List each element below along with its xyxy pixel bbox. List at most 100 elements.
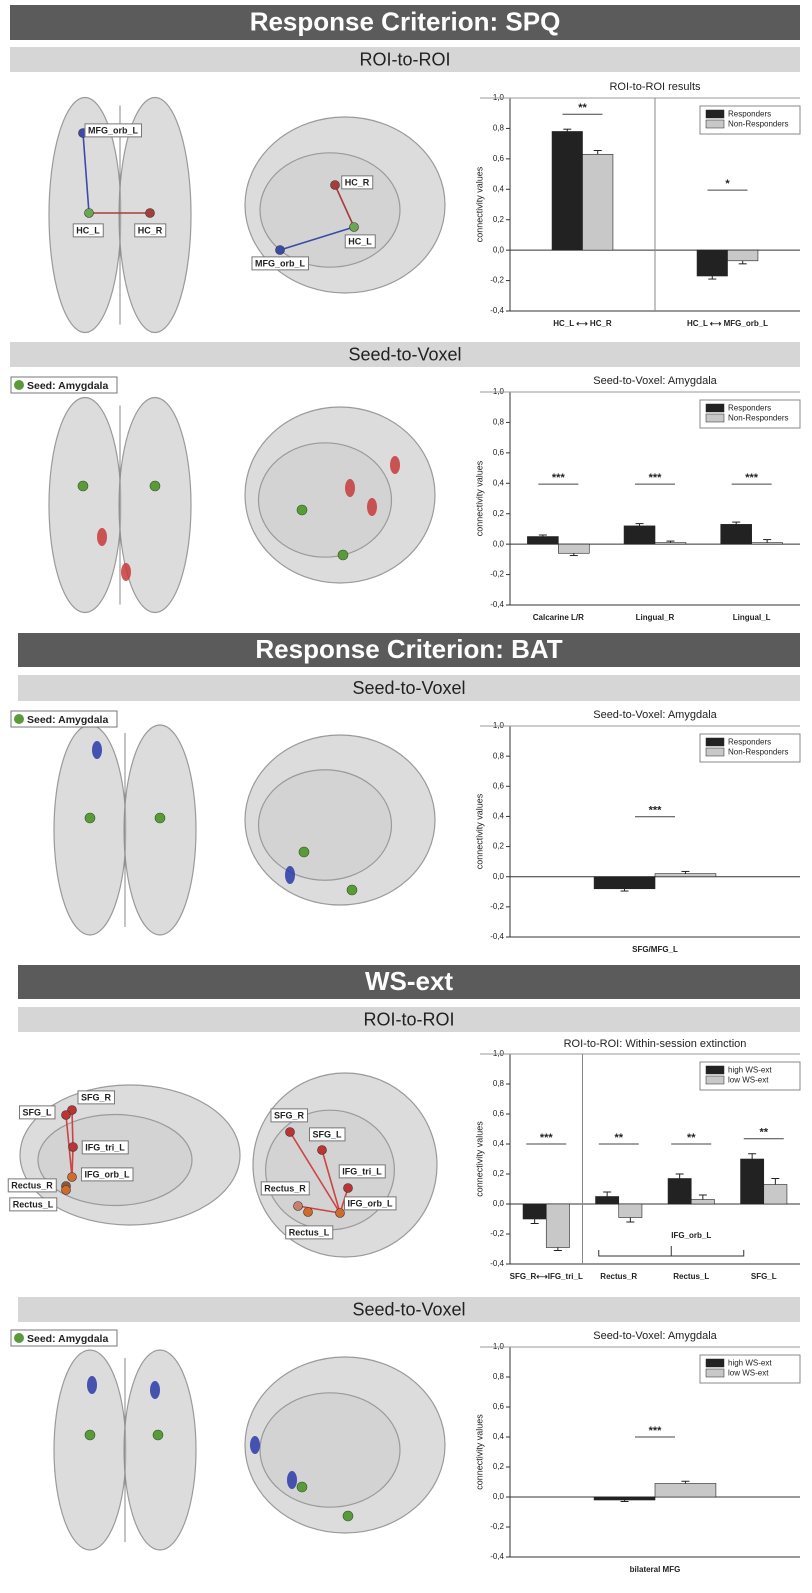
- significance-label: *: [725, 178, 730, 190]
- roi-label: IFG_tri_L: [85, 1142, 125, 1152]
- y-tick-label: 0,6: [493, 1402, 505, 1411]
- brain-outline: [38, 1115, 192, 1206]
- seed-node: [85, 1430, 95, 1440]
- seed-node: [297, 1482, 307, 1492]
- x-tick-label: SFG_R⟷IFG_tri_L: [510, 1272, 583, 1281]
- x-tick-label: Rectus_R: [600, 1272, 637, 1281]
- roi-label: IFG_orb_L: [347, 1198, 393, 1208]
- figure: Response Criterion: SPQ ROI-to-ROI Seed-to…: [0, 0, 812, 1593]
- roi-node: [304, 1208, 313, 1217]
- seed-node: [150, 481, 160, 491]
- cluster: [390, 456, 400, 474]
- chart-title: Seed-to-Voxel: Amygdala: [593, 1330, 717, 1342]
- legend-label: Non-Responders: [728, 748, 788, 757]
- bar: [655, 874, 716, 877]
- roi-node: [286, 1128, 295, 1137]
- bar: [764, 1185, 787, 1205]
- legend-label: Responders: [728, 110, 771, 119]
- bar: [721, 524, 752, 544]
- bar: [668, 1179, 691, 1205]
- bar: [697, 250, 727, 276]
- roi-node: [318, 1146, 327, 1155]
- seed-node: [155, 813, 165, 823]
- roi-node: [62, 1186, 71, 1195]
- brain-outline: [124, 725, 196, 935]
- y-tick-label: 0,6: [493, 154, 505, 163]
- y-tick-label: 0,0: [493, 245, 505, 254]
- y-axis-label: connectivity values: [474, 166, 484, 242]
- roi-node: [69, 1143, 78, 1152]
- cluster: [92, 741, 102, 759]
- bar: [594, 1497, 655, 1500]
- significance-label: **: [578, 102, 587, 114]
- y-tick-label: -0,4: [490, 1259, 504, 1268]
- y-tick-label: 0,6: [493, 1109, 505, 1118]
- y-tick-label: -0,2: [490, 276, 504, 285]
- section-title: Response Criterion: SPQ: [250, 6, 561, 36]
- y-tick-label: 0,0: [493, 1199, 505, 1208]
- bar: [752, 543, 783, 545]
- y-tick-label: 0,6: [493, 781, 505, 790]
- y-tick-label: 0,0: [493, 872, 505, 881]
- legend-swatch: [706, 110, 724, 118]
- bar: [558, 544, 589, 553]
- y-tick-label: 0,8: [493, 751, 505, 760]
- y-tick-label: 0,4: [493, 478, 505, 487]
- chart-title: ROI-to-ROI results: [609, 81, 701, 93]
- seed-node: [85, 813, 95, 823]
- y-tick-label: -0,4: [490, 600, 504, 609]
- subsection-title: Seed-to-Voxel: [352, 1299, 465, 1319]
- roi-label: HC_R: [345, 177, 370, 187]
- roi-node: [331, 181, 340, 190]
- cluster: [287, 1471, 297, 1489]
- bar: [728, 250, 758, 261]
- legend-swatch: [706, 404, 724, 412]
- x-tick-label: Lingual_L: [733, 613, 771, 622]
- legend-label: low WS-ext: [728, 1369, 769, 1378]
- y-tick-label: 0,2: [493, 215, 505, 224]
- connection: [72, 1110, 73, 1147]
- bar: [619, 1204, 642, 1218]
- y-tick-label: -0,4: [490, 932, 504, 941]
- roi-node: [336, 1209, 345, 1218]
- legend-label: Responders: [728, 738, 771, 747]
- cluster: [285, 866, 295, 884]
- roi-label: HC_R: [138, 225, 163, 235]
- bar: [594, 877, 655, 889]
- subsection-title: ROI-to-ROI: [359, 49, 450, 69]
- bar: [527, 537, 558, 545]
- x-tick-label: Lingual_R: [636, 613, 675, 622]
- y-tick-label: 0,8: [493, 418, 505, 427]
- legend-swatch: [706, 738, 724, 746]
- y-axis-label: connectivity values: [474, 1414, 484, 1490]
- significance-label: ***: [552, 472, 566, 484]
- legend-label: Responders: [728, 404, 771, 413]
- cluster: [367, 498, 377, 516]
- y-tick-label: -0,4: [490, 306, 504, 315]
- group-bracket: [599, 1246, 744, 1256]
- significance-label: ***: [649, 472, 663, 484]
- roi-label: IFG_orb_L: [84, 1169, 130, 1179]
- seed-node: [338, 550, 348, 560]
- significance-label: **: [687, 1132, 696, 1144]
- legend-label: high WS-ext: [728, 1066, 772, 1075]
- legend-swatch: [706, 1066, 724, 1074]
- subsection-title: ROI-to-ROI: [363, 1009, 454, 1029]
- subsection-title: Seed-to-Voxel: [352, 678, 465, 698]
- y-tick-label: 0,4: [493, 184, 505, 193]
- legend-swatch: [706, 1369, 724, 1377]
- significance-label: ***: [649, 805, 663, 817]
- legend-swatch: [706, 748, 724, 756]
- bar: [523, 1204, 546, 1219]
- bar: [552, 131, 582, 250]
- y-tick-label: -0,2: [490, 1522, 504, 1531]
- x-tick-label: Rectus_L: [673, 1272, 709, 1281]
- brain-outline: [124, 1350, 196, 1550]
- chart-title: Seed-to-Voxel: Amygdala: [593, 709, 717, 721]
- bar: [546, 1204, 569, 1248]
- legend-swatch: [706, 120, 724, 128]
- roi-label: SFG_L: [22, 1107, 52, 1117]
- roi-label: IFG_tri_L: [342, 1166, 382, 1176]
- seed-node: [347, 885, 357, 895]
- y-tick-label: 0,0: [493, 539, 505, 548]
